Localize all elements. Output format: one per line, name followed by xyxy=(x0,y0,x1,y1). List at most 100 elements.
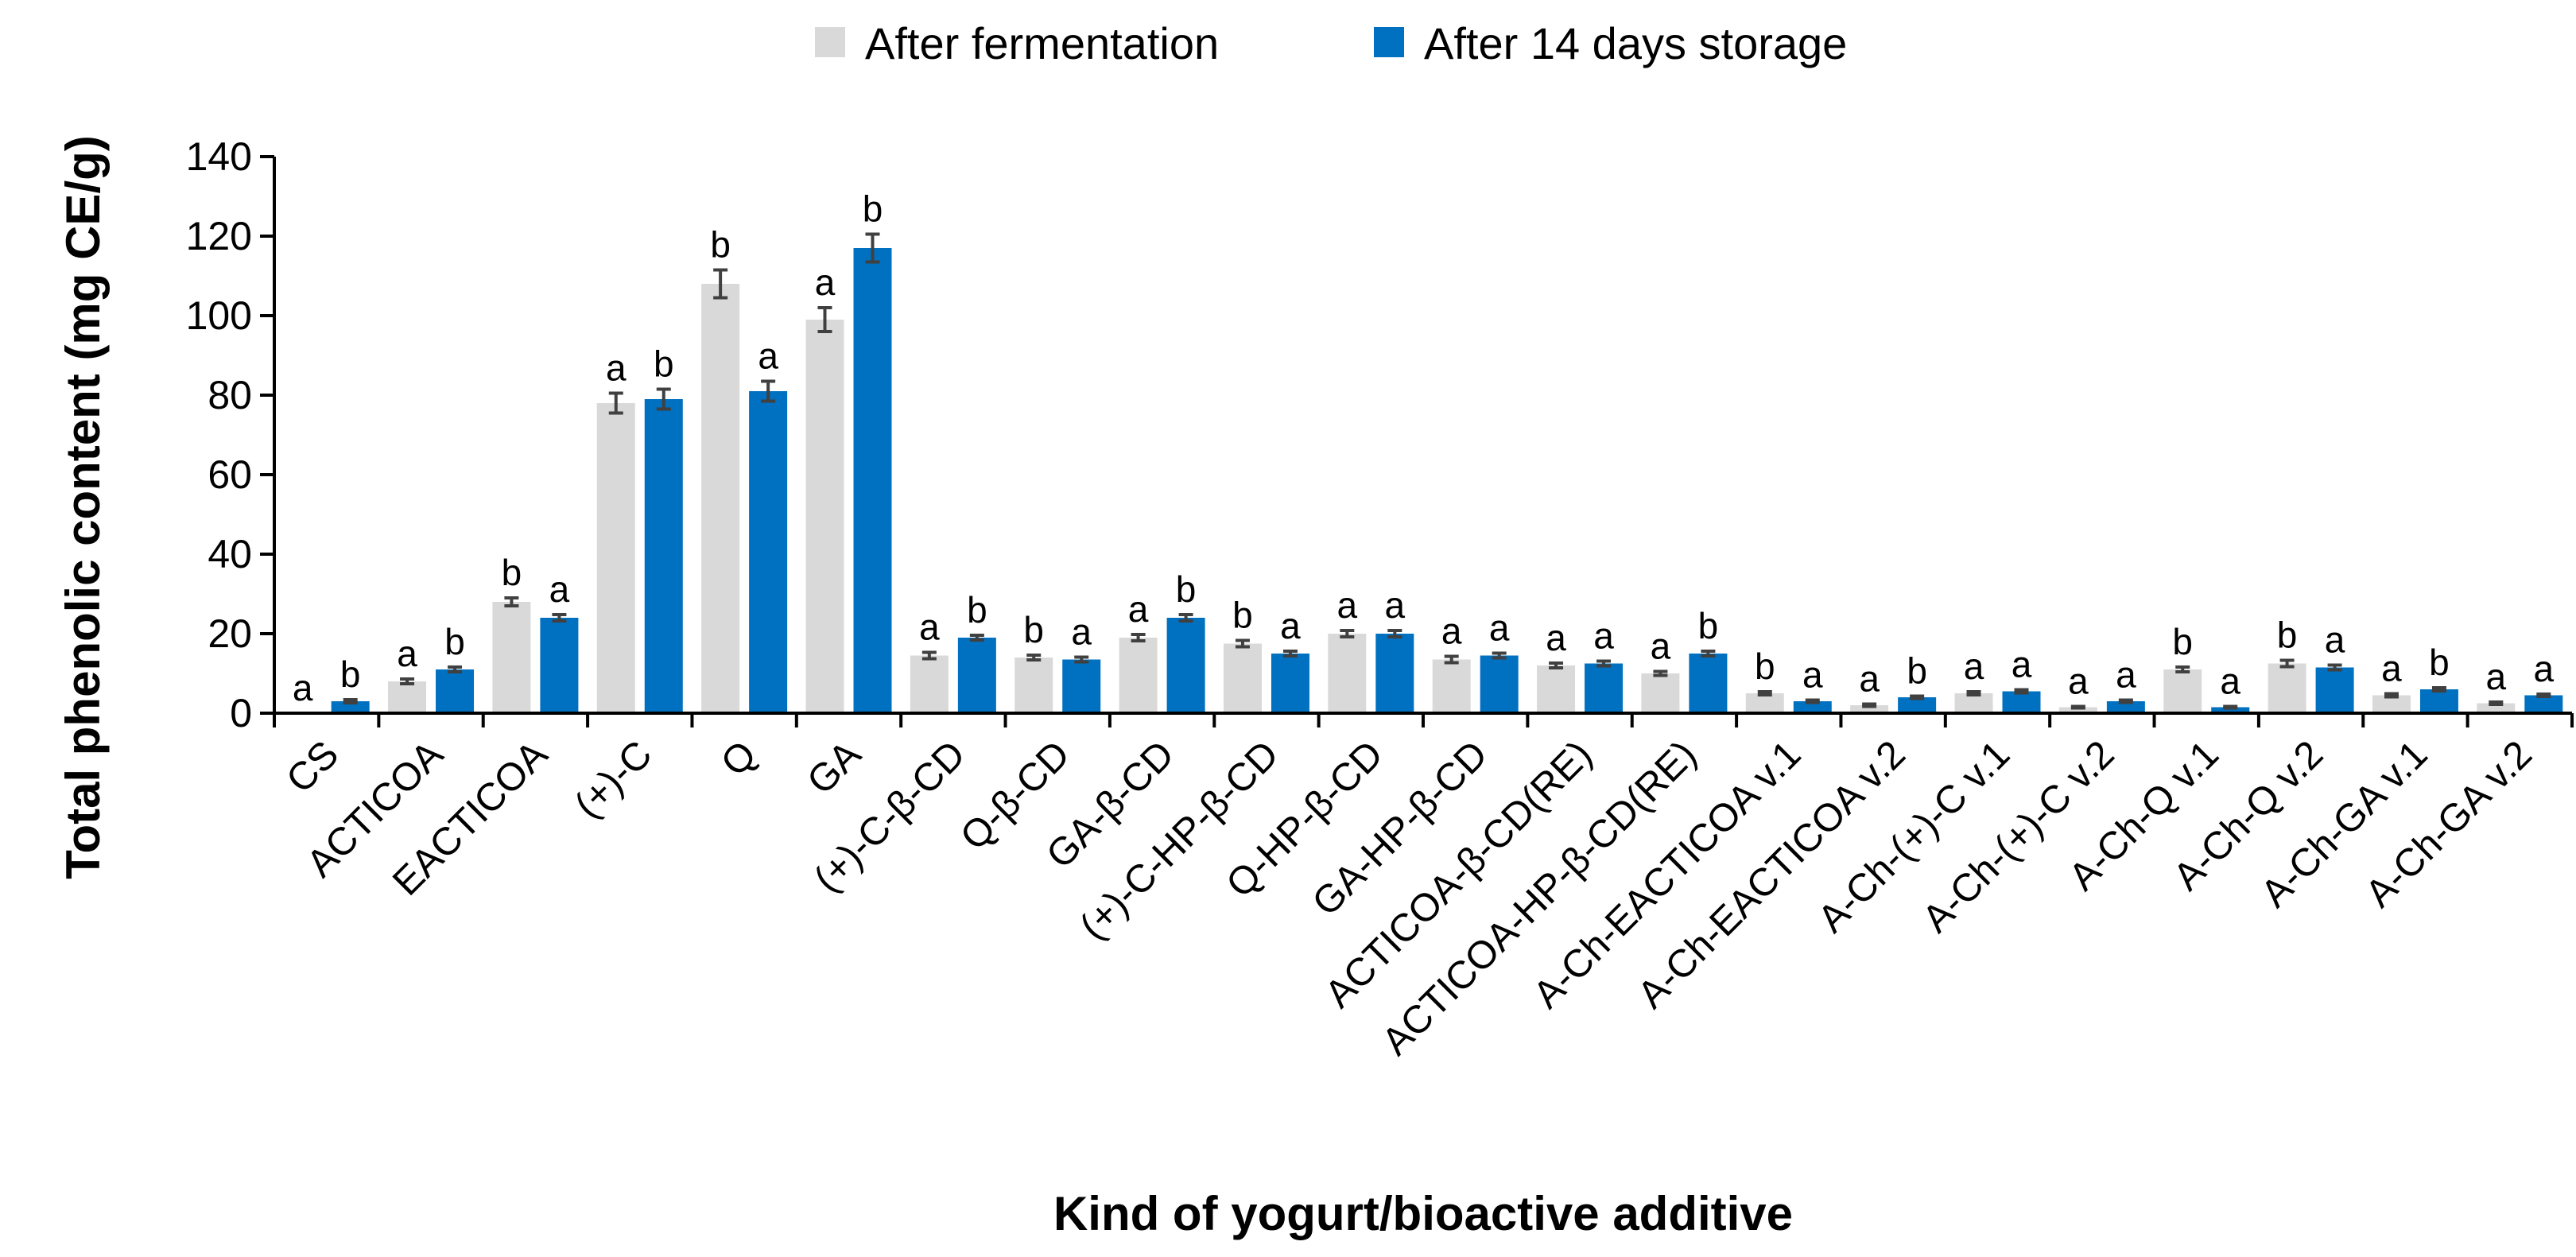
error-bar-after-fermentation-a-ch-eacticoa-v-2 xyxy=(1862,702,1877,708)
bar-after-fermentation-a-ch-q-v-2 xyxy=(2268,663,2306,713)
error-bar-after-fermentation-acticoa-hp-cd-re xyxy=(1653,669,1668,677)
x-tick-label-q: Q xyxy=(713,733,765,785)
bar-after-14-days-storage-a-ch-eacticoa-v-1 xyxy=(1793,701,1832,713)
bar-after-14-days-storage-c-cd xyxy=(957,638,996,713)
error-bar-after-fermentation-ga xyxy=(817,306,832,333)
sig-label-after-14-days-storage-q-cd: a xyxy=(1071,611,1092,653)
sig-label-after-14-days-storage-c: b xyxy=(654,343,674,385)
y-tick-label: 120 xyxy=(186,214,252,258)
sig-label-after-14-days-storage-a-ch-q-v-1: a xyxy=(2220,661,2240,702)
bar-after-14-days-storage-a-ch-ga-v-2 xyxy=(2524,695,2563,713)
bar-after-14-days-storage-ga-cd xyxy=(1166,618,1205,713)
error-bar-after-14-days-storage-a-ch-q-v-1 xyxy=(2223,704,2238,710)
sig-label-after-fermentation-q-hp-cd: a xyxy=(1337,584,1358,626)
bar-after-14-days-storage-a-ch-ga-v-1 xyxy=(2419,689,2458,713)
sig-label-after-fermentation-a-ch-q-v-1: b xyxy=(2172,621,2193,662)
bar-after-fermentation-acticoa-hp-cd-re xyxy=(1641,673,1680,713)
x-tick-label-cs: CS xyxy=(278,733,347,801)
error-bar-after-14-days-storage-eacticoa xyxy=(552,613,567,623)
bar-after-14-days-storage-a-ch-eacticoa-v-2 xyxy=(1898,697,1937,713)
bar-after-fermentation-a-ch-eacticoa-v-2 xyxy=(1850,705,1889,713)
error-bar-after-14-days-storage-a-ch-ga-v-1 xyxy=(2431,686,2446,693)
x-axis-title: Kind of yogurt/bioactive additive xyxy=(1053,1187,1793,1240)
error-bar-after-fermentation-a-ch-ga-v-2 xyxy=(2489,700,2504,706)
bar-after-fermentation-acticoa xyxy=(388,681,427,713)
error-bar-after-14-days-storage-ga-hp-cd xyxy=(1492,651,1507,660)
bars xyxy=(331,248,2563,713)
bar-after-fermentation-eacticoa xyxy=(492,602,531,713)
bar-after-fermentation-a-ch-q-v-1 xyxy=(2163,669,2202,713)
sig-label-after-fermentation-a-ch-c-v-1: a xyxy=(1964,646,1984,687)
bar-after-14-days-storage-q xyxy=(749,391,788,713)
x-tick-label-ga: GA xyxy=(799,732,869,802)
x-tick-label-a-ch-c-v-2: A-Ch-(+)-C v.2 xyxy=(1915,733,2123,941)
error-bar-after-14-days-storage-a-ch-eacticoa-v-1 xyxy=(1805,698,1820,704)
sig-label-after-14-days-storage-a-ch-eacticoa-v-2: b xyxy=(1907,650,1927,692)
bar-after-14-days-storage-cs xyxy=(331,701,370,713)
y-tick-label: 100 xyxy=(186,293,252,338)
error-bar-after-14-days-storage-c-hp-cd xyxy=(1282,650,1298,658)
bar-after-fermentation-a-ch-ga-v-2 xyxy=(2477,703,2516,713)
sig-label-after-14-days-storage-eacticoa: a xyxy=(549,568,570,610)
bar-after-fermentation-ga xyxy=(805,320,844,713)
y-axis-title: Total phenolic content (mg CE/g) xyxy=(56,135,110,879)
sig-label-after-fermentation-a-ch-c-v-2: a xyxy=(2068,661,2089,702)
error-bar-after-14-days-storage-cs xyxy=(343,698,358,704)
bar-after-fermentation-q-hp-cd xyxy=(1328,634,1367,713)
bar-after-fermentation-a-ch-eacticoa-v-1 xyxy=(1745,693,1784,713)
sig-label-after-fermentation-acticoa-cd-re: a xyxy=(1546,617,1566,658)
bar-after-14-days-storage-q-cd xyxy=(1062,659,1101,713)
error-bar-after-fermentation-q-hp-cd xyxy=(1340,629,1355,638)
y-tick-label: 140 xyxy=(186,134,252,179)
sig-label-after-14-days-storage-acticoa-hp-cd-re: b xyxy=(1698,605,1719,646)
error-bar-after-14-days-storage-c-cd xyxy=(969,634,984,642)
error-bar-after-fermentation-acticoa-cd-re xyxy=(1549,661,1564,669)
sig-label-after-fermentation-a-ch-eacticoa-v-1: b xyxy=(1755,646,1775,687)
sig-label-after-fermentation-ga: a xyxy=(815,262,836,303)
y-tick-label: 20 xyxy=(208,611,252,656)
error-bar-after-14-days-storage-acticoa xyxy=(448,665,463,673)
error-bar-after-fermentation-a-ch-ga-v-1 xyxy=(2384,692,2399,699)
sig-label-after-14-days-storage-a-ch-ga-v-1: b xyxy=(2429,642,2450,683)
sig-label-after-fermentation-a-ch-q-v-2: b xyxy=(2277,615,2298,656)
sig-label-after-fermentation-c-cd: a xyxy=(919,607,940,648)
sig-label-after-14-days-storage-c-cd: b xyxy=(967,589,987,630)
error-bars xyxy=(343,232,2551,710)
bar-after-fermentation-ga-hp-cd xyxy=(1432,659,1471,713)
error-bar-after-fermentation-c-hp-cd xyxy=(1235,638,1250,649)
bar-after-14-days-storage-acticoa xyxy=(436,669,475,713)
legend-swatch-after-fermentation xyxy=(815,27,845,57)
sig-label-after-fermentation-a-ch-ga-v-2: a xyxy=(2486,656,2507,697)
legend: After fermentation After 14 days storage xyxy=(815,18,1847,68)
y-tick-label: 80 xyxy=(208,373,252,417)
error-bar-after-fermentation-a-ch-c-v-2 xyxy=(2070,704,2085,710)
sig-label-after-fermentation-a-ch-ga-v-1: a xyxy=(2381,648,2402,689)
bar-after-14-days-storage-eacticoa xyxy=(540,618,579,713)
sig-label-after-fermentation-q-cd: b xyxy=(1023,609,1044,650)
error-bar-after-14-days-storage-a-ch-c-v-1 xyxy=(2014,688,2029,695)
error-bar-after-fermentation-acticoa xyxy=(400,677,415,685)
bar-after-fermentation-c xyxy=(596,403,635,713)
error-bar-after-14-days-storage-acticoa-hp-cd-re xyxy=(1701,650,1716,658)
error-bar-after-14-days-storage-a-ch-ga-v-2 xyxy=(2536,693,2551,698)
sig-label-after-14-days-storage-a-ch-c-v-2: a xyxy=(2116,654,2136,696)
bar-after-14-days-storage-acticoa-hp-cd-re xyxy=(1689,654,1728,713)
sig-label-after-14-days-storage-acticoa-cd-re: a xyxy=(1593,615,1614,657)
sig-label-after-14-days-storage-a-ch-c-v-1: a xyxy=(2012,644,2032,685)
sig-label-after-fermentation-ga-hp-cd: a xyxy=(1441,611,1462,652)
error-bar-after-fermentation-a-ch-q-v-2 xyxy=(2279,658,2295,669)
bar-after-14-days-storage-a-ch-q-v-1 xyxy=(2211,707,2250,713)
bar-after-fermentation-a-ch-c-v-2 xyxy=(2058,707,2097,713)
y-tick-label: 0 xyxy=(230,691,252,735)
sig-label-after-fermentation-acticoa: a xyxy=(397,633,417,674)
error-bar-after-14-days-storage-q-cd xyxy=(1074,655,1089,664)
sig-label-after-14-days-storage-ga-hp-cd: a xyxy=(1489,607,1510,649)
y-tick-label: 40 xyxy=(208,532,252,576)
error-bar-after-14-days-storage-a-ch-c-v-2 xyxy=(2118,698,2133,704)
error-bar-after-fermentation-a-ch-c-v-1 xyxy=(1966,690,1981,696)
sig-label-after-fermentation-ga-cd: a xyxy=(1128,588,1149,630)
legend-swatch-after-14-days-storage xyxy=(1374,27,1404,57)
